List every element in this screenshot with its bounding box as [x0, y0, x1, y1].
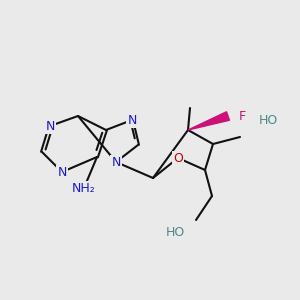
Text: HO: HO: [259, 113, 278, 127]
Text: F: F: [238, 110, 246, 122]
Text: NH₂: NH₂: [72, 182, 96, 194]
Text: O: O: [173, 152, 183, 164]
Polygon shape: [188, 112, 230, 130]
Text: N: N: [127, 113, 137, 127]
Text: N: N: [111, 155, 121, 169]
Text: N: N: [45, 119, 55, 133]
Text: N: N: [57, 166, 67, 178]
Text: HO: HO: [165, 226, 184, 238]
